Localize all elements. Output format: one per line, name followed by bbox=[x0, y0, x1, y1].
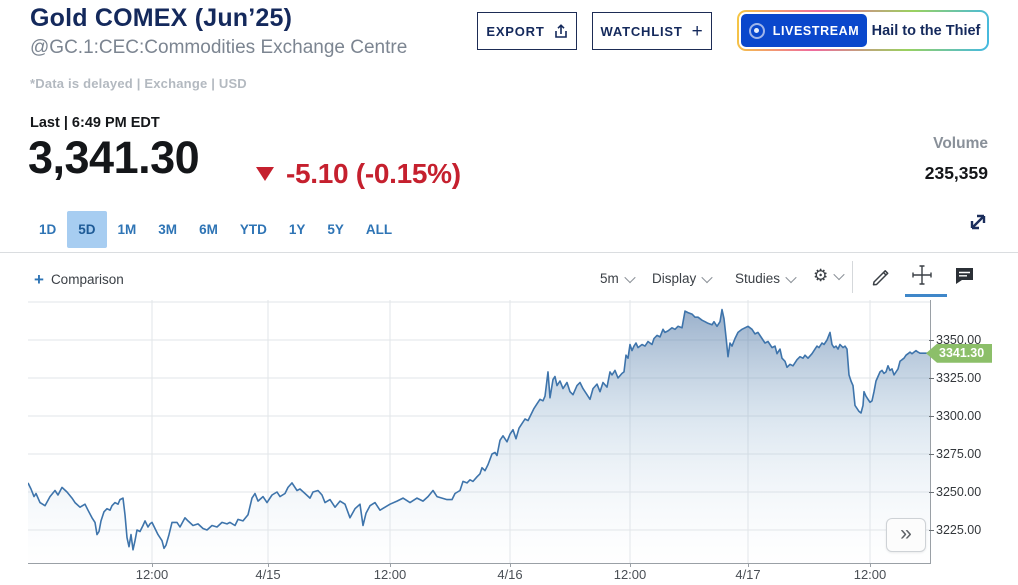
display-dropdown[interactable]: Display bbox=[652, 271, 713, 286]
comments-button[interactable] bbox=[953, 266, 975, 291]
x-axis-tick-label: 4/16 bbox=[497, 567, 523, 582]
last-price: 3,341.30 bbox=[28, 132, 200, 183]
chevron-down-icon bbox=[701, 271, 713, 283]
last-timestamp: Last | 6:49 PM EDT bbox=[30, 115, 160, 131]
symbol-subtitle: @GC.1:CEC:Commodities Exchange Centre bbox=[30, 37, 408, 58]
livestream-show-title: Hail to the Thief bbox=[871, 22, 981, 39]
chart-settings-dropdown[interactable]: ⚙ bbox=[813, 266, 845, 286]
expand-icon bbox=[970, 214, 986, 230]
crosshair-tool-button[interactable] bbox=[910, 263, 934, 292]
change-value: -5.10 (-0.15%) bbox=[286, 158, 461, 189]
chart-scroll-forward-button[interactable]: » bbox=[886, 518, 926, 552]
x-axis-tick bbox=[152, 563, 153, 567]
studies-dropdown[interactable]: Studies bbox=[735, 271, 797, 286]
export-button[interactable]: EXPORT bbox=[477, 12, 577, 50]
last-price-badge: 3341.30 bbox=[926, 343, 992, 363]
x-axis-tick bbox=[870, 563, 871, 567]
toolbar-divider bbox=[852, 261, 853, 293]
x-axis-tick-label: 12:00 bbox=[613, 567, 647, 582]
range-tab-5y[interactable]: 5Y bbox=[327, 222, 344, 237]
y-axis-tick-label: 3325.00 bbox=[936, 370, 982, 385]
x-axis-tick bbox=[390, 563, 391, 567]
x-axis-tick-label: 12:00 bbox=[373, 567, 407, 582]
y-axis-tick-label: 3275.00 bbox=[936, 446, 982, 461]
export-icon bbox=[554, 23, 567, 38]
add-comparison-button[interactable]: + Comparison bbox=[34, 271, 124, 288]
chat-icon bbox=[956, 268, 973, 284]
gear-icon: ⚙ bbox=[813, 266, 829, 285]
y-axis-tick bbox=[929, 339, 934, 341]
range-tab-1y[interactable]: 1Y bbox=[288, 222, 306, 237]
live-radio-icon bbox=[748, 22, 765, 39]
y-axis-tick bbox=[929, 492, 934, 493]
chevron-down-icon bbox=[833, 268, 845, 281]
price-change: -5.10 (-0.15%) bbox=[256, 158, 461, 190]
x-axis-tick-label: 4/15 bbox=[255, 567, 281, 582]
range-tab-3m[interactable]: 3M bbox=[158, 222, 178, 237]
pencil-icon bbox=[872, 270, 889, 286]
range-tab-bar: 1D 5D 1M 3M 6M YTD 1Y 5Y ALL bbox=[28, 211, 403, 248]
x-axis-tick-label: 12:00 bbox=[853, 567, 887, 582]
interval-value: 5m bbox=[600, 271, 619, 286]
x-axis-tick-label: 12:00 bbox=[135, 567, 169, 582]
livestream-banner[interactable]: LIVESTREAM Hail to the Thief bbox=[737, 10, 989, 51]
watchlist-button-label: WATCHLIST bbox=[600, 23, 683, 39]
range-tab-1m[interactable]: 1M bbox=[117, 222, 137, 237]
y-axis-tick-label: 3300.00 bbox=[936, 408, 982, 423]
x-axis-tick bbox=[268, 563, 269, 567]
y-axis-tick-label: 3250.00 bbox=[936, 485, 982, 499]
volume-value: 235,359 bbox=[924, 163, 988, 183]
range-tab-1d[interactable]: 1D bbox=[39, 222, 57, 237]
watchlist-button[interactable]: WATCHLIST + bbox=[592, 12, 712, 50]
livestream-banner-inner: LIVESTREAM Hail to the Thief bbox=[739, 12, 987, 49]
range-tab-ytd[interactable]: YTD bbox=[239, 222, 267, 237]
double-chevron-right-icon: » bbox=[900, 521, 912, 545]
range-tab-all[interactable]: ALL bbox=[365, 222, 393, 237]
interval-dropdown[interactable]: 5m bbox=[600, 271, 636, 286]
export-button-label: EXPORT bbox=[486, 23, 545, 39]
comparison-label: Comparison bbox=[50, 272, 124, 287]
y-axis-tick bbox=[929, 530, 934, 531]
range-tab-6m[interactable]: 6M bbox=[199, 222, 218, 237]
down-arrow-icon bbox=[256, 167, 274, 181]
x-axis-tick-label: 4/17 bbox=[735, 567, 761, 582]
page-title: Gold COMEX (Jun’25) bbox=[30, 4, 293, 32]
livestream-button[interactable]: LIVESTREAM bbox=[741, 14, 867, 47]
data-delay-meta: *Data is delayed | Exchange | USD bbox=[30, 76, 247, 91]
y-axis-tick-label: 3225.00 bbox=[936, 523, 982, 537]
studies-label: Studies bbox=[735, 271, 781, 286]
chevron-down-icon bbox=[785, 271, 797, 283]
x-axis-tick bbox=[748, 563, 749, 567]
draw-tool-button[interactable] bbox=[869, 265, 891, 292]
price-chart[interactable] bbox=[28, 300, 930, 563]
plus-icon: + bbox=[691, 20, 704, 42]
y-axis-tick-label: 3350.00 bbox=[936, 332, 982, 347]
crosshair-icon bbox=[912, 265, 932, 285]
livestream-label: LIVESTREAM bbox=[772, 23, 860, 38]
x-axis-line bbox=[28, 563, 931, 564]
y-axis-line bbox=[930, 300, 931, 563]
x-axis-tick bbox=[510, 563, 511, 567]
chevron-down-icon bbox=[624, 271, 636, 283]
y-axis-tick bbox=[929, 453, 934, 455]
display-label: Display bbox=[652, 271, 697, 286]
range-tab-5d[interactable]: 5D bbox=[67, 211, 107, 248]
active-tool-indicator bbox=[905, 294, 947, 297]
section-divider bbox=[0, 252, 1018, 253]
fullscreen-button[interactable] bbox=[966, 210, 990, 239]
y-axis-tick bbox=[929, 415, 934, 417]
x-axis-tick bbox=[630, 563, 631, 567]
y-axis-tick bbox=[929, 377, 934, 379]
plus-icon: + bbox=[34, 270, 44, 289]
volume-label: Volume bbox=[933, 135, 988, 152]
